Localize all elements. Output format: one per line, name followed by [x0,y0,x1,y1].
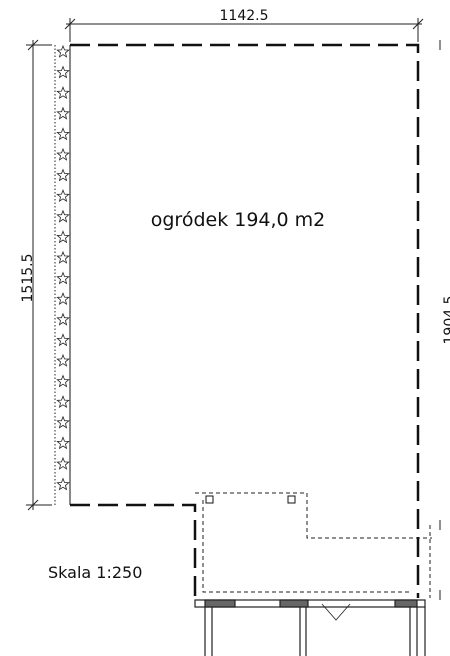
hedge-star [56,86,70,99]
scale-label: Skala 1:250 [48,563,142,582]
hedge-star [56,230,70,244]
hedge-star [56,147,70,161]
hedge-star [56,168,70,182]
hedge-star [56,374,70,388]
room-label: ogródek 194,0 m2 [151,209,326,231]
garden-outline [69,43,420,598]
building [194,599,426,656]
hedge-star [56,44,70,58]
hedge [56,44,70,491]
hedge-star [56,106,70,120]
dimension-left: 1515.5 [20,254,36,303]
dimension-lines [26,18,441,600]
hedge-star [56,333,70,347]
dimension-top: 1142.5 [220,8,269,24]
hedge-star [56,189,70,202]
hedge-star [56,415,70,429]
hedge-star [56,395,70,408]
hedge-star [56,250,70,264]
hedge-star [56,292,70,305]
hedge-star [56,353,70,367]
hedge-star [56,127,70,141]
post [287,495,296,504]
hedge-star [56,65,70,79]
dimension-right: 1904.5 [442,296,450,345]
hedge-star [56,477,70,491]
hedge-star [56,312,70,326]
hedge-star [56,456,70,470]
hedge-star [56,271,70,285]
hedge-star [56,436,70,450]
terrace-outline [195,492,432,598]
hedge-star [56,209,70,223]
post [205,495,214,504]
